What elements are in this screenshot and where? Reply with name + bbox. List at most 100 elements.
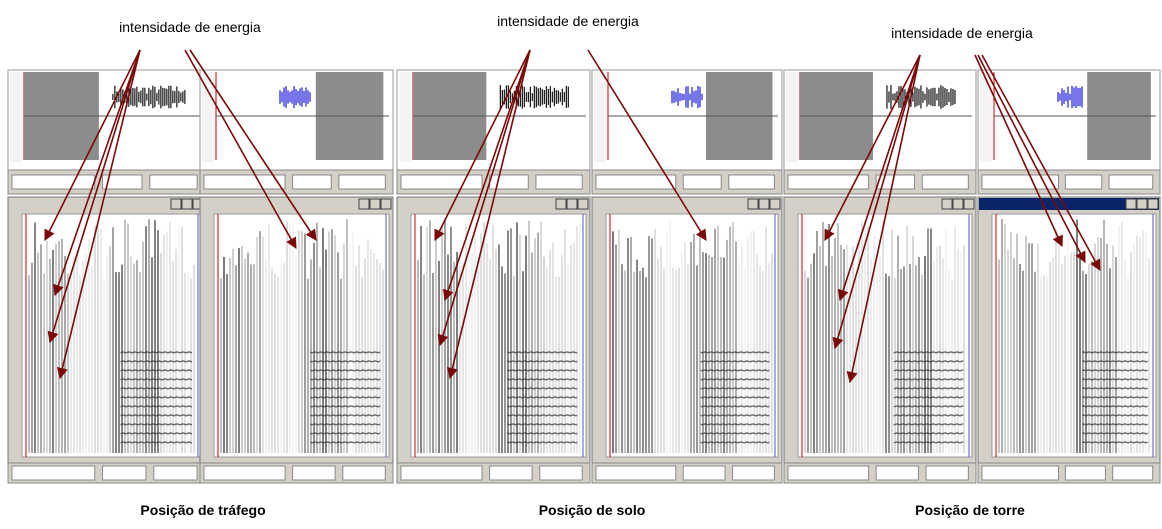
spectral-stripe [828, 224, 830, 453]
spectral-stripe [879, 256, 881, 453]
spectral-stripe [304, 234, 306, 453]
spectral-stripe [891, 230, 893, 453]
spectral-stripe [819, 246, 821, 453]
spectral-stripe [684, 242, 686, 453]
spectral-stripe [1016, 234, 1018, 453]
window-button[interactable] [1126, 199, 1136, 209]
spectral-stripe [73, 257, 75, 453]
window-button[interactable] [964, 199, 974, 209]
window-button[interactable] [381, 199, 391, 209]
content [8, 70, 1160, 483]
spectral-stripe [223, 257, 225, 453]
spectral-stripe [1037, 243, 1039, 453]
spectral-stripe [286, 221, 288, 453]
spectral-stripe [1004, 224, 1006, 453]
spectral-stripe [244, 259, 246, 453]
window-button[interactable] [1148, 199, 1158, 209]
window-button[interactable] [182, 199, 192, 209]
spectral-stripe [1046, 277, 1048, 453]
window-button[interactable] [556, 199, 566, 209]
spectral-stripe [229, 258, 231, 453]
status-field [12, 175, 95, 189]
spectral-stripe [450, 227, 452, 453]
window-button[interactable] [567, 199, 577, 209]
window-button[interactable] [578, 199, 588, 209]
spectral-stripe [31, 263, 33, 453]
spectral-stripe [489, 259, 491, 453]
spectral-stripe [220, 278, 222, 453]
spectral-stripe [810, 264, 812, 453]
annotation: intensidade de energia [891, 25, 1033, 41]
status-field [536, 175, 582, 189]
spectral-stripe [504, 273, 506, 453]
status-field [401, 175, 482, 189]
status-field [683, 175, 721, 189]
status-field [490, 175, 529, 189]
spectral-stripe [103, 279, 105, 453]
figure: intensidade de energia intensidade de en… [0, 0, 1162, 529]
spectral-stripe [885, 274, 887, 453]
spectral-stripe [435, 232, 437, 453]
window-button[interactable] [171, 199, 181, 209]
spectral-stripe [91, 267, 93, 453]
spectral-stripe [825, 266, 827, 453]
spectral-stripe [648, 236, 650, 453]
window-button[interactable] [748, 199, 758, 209]
spectral-stripe [1061, 264, 1063, 453]
status-field [103, 466, 146, 480]
spectral-stripe [615, 245, 617, 453]
spectral-stripe [1019, 264, 1021, 453]
spectral-stripe [660, 247, 662, 453]
window-button[interactable] [770, 199, 780, 209]
spectral-stripe [687, 264, 689, 453]
spectral-stripe [477, 257, 479, 453]
annotation: intensidade de energia [497, 13, 639, 29]
window-button[interactable] [1137, 199, 1147, 209]
status-field [1113, 466, 1153, 480]
spectral-stripe [247, 253, 249, 453]
window-button[interactable] [953, 199, 963, 209]
spectral-stripe [693, 234, 695, 453]
spectral-stripe [498, 244, 500, 453]
harmonics [507, 348, 577, 445]
spectral-stripe [226, 274, 228, 453]
spectral-stripe [822, 222, 824, 453]
spectral-stripe [1067, 237, 1069, 453]
spectral-stripe [468, 256, 470, 453]
spectral-stripe [118, 272, 120, 453]
spectral-stripe [651, 238, 653, 453]
window [200, 70, 393, 483]
spectral-stripe [1052, 258, 1054, 453]
window-button[interactable] [370, 199, 380, 209]
harmonics [1082, 348, 1148, 445]
spectral-stripe [621, 264, 623, 453]
spectral-stripe [1025, 236, 1027, 453]
spectral-stripe [804, 271, 806, 453]
spectral-stripe [238, 248, 240, 453]
spectral-stripe [235, 265, 237, 453]
spectral-stripe [444, 220, 446, 453]
caption: Posição de solo [539, 502, 646, 518]
spectral-stripe [34, 223, 36, 453]
spectral-stripe [669, 220, 671, 453]
spectral-stripe [831, 256, 833, 453]
spectral-stripe [672, 268, 674, 453]
spectral-stripe [1148, 258, 1150, 453]
spectral-stripe [813, 253, 815, 453]
window-button[interactable] [359, 199, 369, 209]
spectral-stripe [1031, 243, 1033, 453]
spectral-stripe [289, 224, 291, 453]
spectral-stripe [259, 231, 261, 453]
spectral-stripe [268, 224, 270, 453]
spectral-stripe [624, 270, 626, 453]
spectral-stripe [426, 227, 428, 453]
spectral-stripe [1049, 262, 1051, 453]
spectral-stripe [636, 260, 638, 453]
spectral-stripe [998, 260, 1000, 453]
spectral-stripe [429, 220, 431, 453]
window-button[interactable] [942, 199, 952, 209]
window-button[interactable] [759, 199, 769, 209]
spectral-stripe [271, 268, 273, 453]
spectral-stripe [618, 229, 620, 453]
spectral-stripe [1055, 230, 1057, 453]
